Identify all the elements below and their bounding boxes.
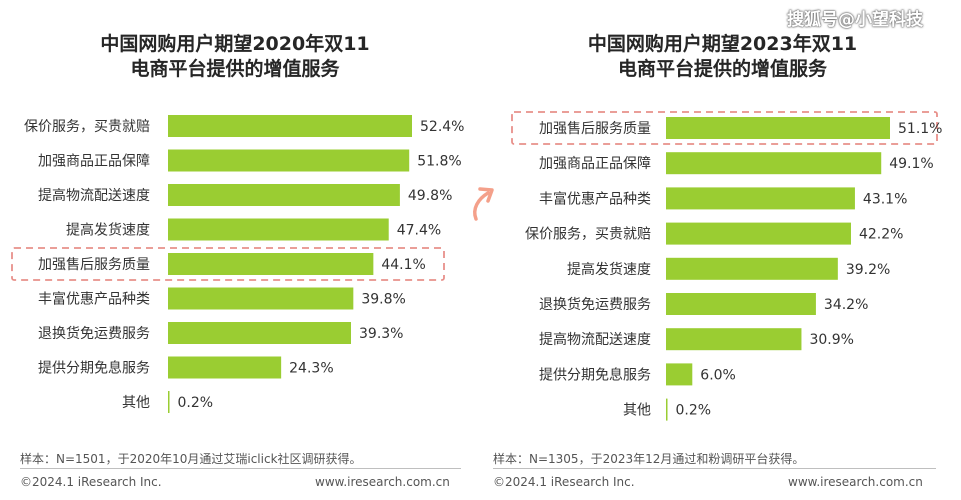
bar	[666, 187, 855, 210]
value-label: 39.2%	[846, 262, 890, 278]
value-label: 49.1%	[889, 156, 933, 172]
category-label: 其他	[623, 403, 651, 419]
bar-row: 退换货免运费服务 34.2%	[539, 293, 868, 315]
category-label: 提供分期免息服务	[38, 360, 150, 377]
value-label: 0.2%	[178, 395, 214, 411]
bar-row: 加强售后服务质量 51.1%	[511, 111, 942, 145]
value-label: 34.2%	[824, 297, 868, 313]
footer-divider	[20, 468, 461, 469]
bar-row: 提供分期免息服务 24.3%	[38, 356, 334, 379]
bar-row: 加强商品正品保障 51.8%	[38, 149, 462, 172]
category-label: 退换货免运费服务	[38, 325, 150, 342]
bar-row: 保价服务，买贵就赔 42.2%	[525, 222, 903, 245]
bar	[168, 184, 400, 206]
bar-row: 丰富优惠产品种类 43.1%	[539, 187, 907, 210]
category-label: 保价服务，买贵就赔	[525, 227, 651, 243]
bar	[168, 322, 351, 344]
bar	[666, 222, 851, 245]
category-label: 提高发货速度	[66, 222, 150, 239]
sample-note: 样本：N=1305，于2023年12月通过和粉调研平台获得。	[493, 452, 805, 466]
bar-row: 其他 0.2%	[623, 398, 712, 421]
value-label: 42.2%	[859, 227, 903, 243]
bar	[168, 218, 389, 241]
bar-row: 保价服务，买贵就赔 52.4%	[24, 115, 464, 137]
bar-row: 加强售后服务质量 44.1%	[11, 247, 445, 281]
bar-row: 提供分期免息服务 6.0%	[539, 363, 736, 386]
category-label: 提高物流配送速度	[539, 331, 651, 348]
chart-title-line-2: 电商平台提供的增值服务	[617, 58, 827, 80]
category-label: 加强商品正品保障	[38, 154, 150, 170]
chart-title-line-1: 中国网购用户期望2023年双11	[587, 33, 858, 55]
value-label: 30.9%	[809, 332, 853, 348]
chart-panel-2023: 中国网购用户期望2023年双11 电商平台提供的增值服务 加强售后服务质量 51.…	[480, 0, 961, 500]
value-label: 24.3%	[289, 361, 333, 377]
chart-title-line-1: 中国网购用户期望2020年双11	[100, 33, 370, 55]
value-label: 6.0%	[700, 367, 736, 383]
value-label: 44.1%	[381, 257, 425, 273]
bar	[168, 356, 282, 379]
bar	[666, 293, 816, 315]
bar-row: 其他 0.2%	[122, 391, 213, 413]
footer-divider	[493, 468, 936, 469]
bar	[666, 117, 890, 139]
bar	[666, 152, 882, 175]
value-label: 39.8%	[361, 292, 405, 308]
value-label: 43.1%	[863, 191, 907, 207]
bar-row: 提高物流配送速度 30.9%	[539, 328, 854, 351]
bar-row: 提高物流配送速度 49.8%	[38, 184, 452, 206]
category-label: 丰富优惠产品种类	[38, 291, 150, 308]
bar	[168, 253, 374, 275]
bar-row: 提高发货速度 39.2%	[567, 257, 890, 280]
category-label: 退换货免运费服务	[539, 296, 651, 313]
watermark: 搜狐号@小望科技	[787, 10, 923, 30]
highlight-box	[11, 247, 445, 281]
category-label: 提高物流配送速度	[38, 187, 150, 204]
value-label: 52.4%	[420, 119, 464, 135]
curved-arrow-icon	[473, 187, 494, 221]
website-text: www.iresearch.com.cn	[788, 475, 923, 489]
chart-title-line-2: 电商平台提供的增值服务	[130, 58, 340, 80]
category-label: 丰富优惠产品种类	[539, 190, 651, 207]
category-label: 加强商品正品保障	[539, 156, 651, 172]
category-label: 其他	[122, 395, 150, 411]
bar	[168, 287, 354, 310]
bar	[666, 257, 838, 280]
category-label: 保价服务，买贵就赔	[24, 119, 150, 135]
value-label: 51.1%	[898, 121, 942, 137]
category-label: 加强售后服务质量	[38, 257, 150, 273]
bar	[666, 328, 802, 351]
value-label: 51.8%	[417, 154, 461, 170]
bar	[666, 398, 668, 421]
category-label: 提高发货速度	[567, 261, 651, 278]
value-label: 47.4%	[397, 223, 441, 239]
bar	[168, 391, 170, 413]
category-label: 提供分期免息服务	[539, 366, 651, 383]
value-label: 0.2%	[676, 403, 712, 419]
bar-row: 提高发货速度 47.4%	[66, 218, 441, 241]
bar	[666, 363, 693, 386]
category-label: 加强售后服务质量	[539, 121, 651, 137]
chart-panel-2020: 中国网购用户期望2020年双11 电商平台提供的增值服务 保价服务，买贵就赔 52…	[0, 0, 480, 500]
bar	[168, 115, 412, 137]
bar	[168, 149, 410, 172]
website-text: www.iresearch.com.cn	[315, 475, 450, 489]
bar-row: 加强商品正品保障 49.1%	[539, 152, 934, 175]
value-label: 39.3%	[359, 326, 403, 342]
copyright-text: ©2024.1 iResearch Inc.	[20, 475, 162, 489]
bar-chart-2020: 保价服务，买贵就赔 52.4% 加强商品正品保障 51.8% 提高物流配送速度 49.8%…	[11, 115, 464, 413]
sample-note: 样本：N=1501，于2020年10月通过艾瑞iclick社区调研获得。	[20, 452, 362, 466]
copyright-text: ©2024.1 iResearch Inc.	[493, 475, 635, 489]
bar-row: 丰富优惠产品种类 39.8%	[38, 287, 406, 310]
bar-row: 退换货免运费服务 39.3%	[38, 322, 403, 344]
highlight-box	[511, 111, 938, 145]
value-label: 49.8%	[408, 188, 452, 204]
bar-chart-2023: 加强售后服务质量 51.1% 加强商品正品保障 49.1% 丰富优惠产品种类 43.1% 保…	[511, 111, 942, 421]
